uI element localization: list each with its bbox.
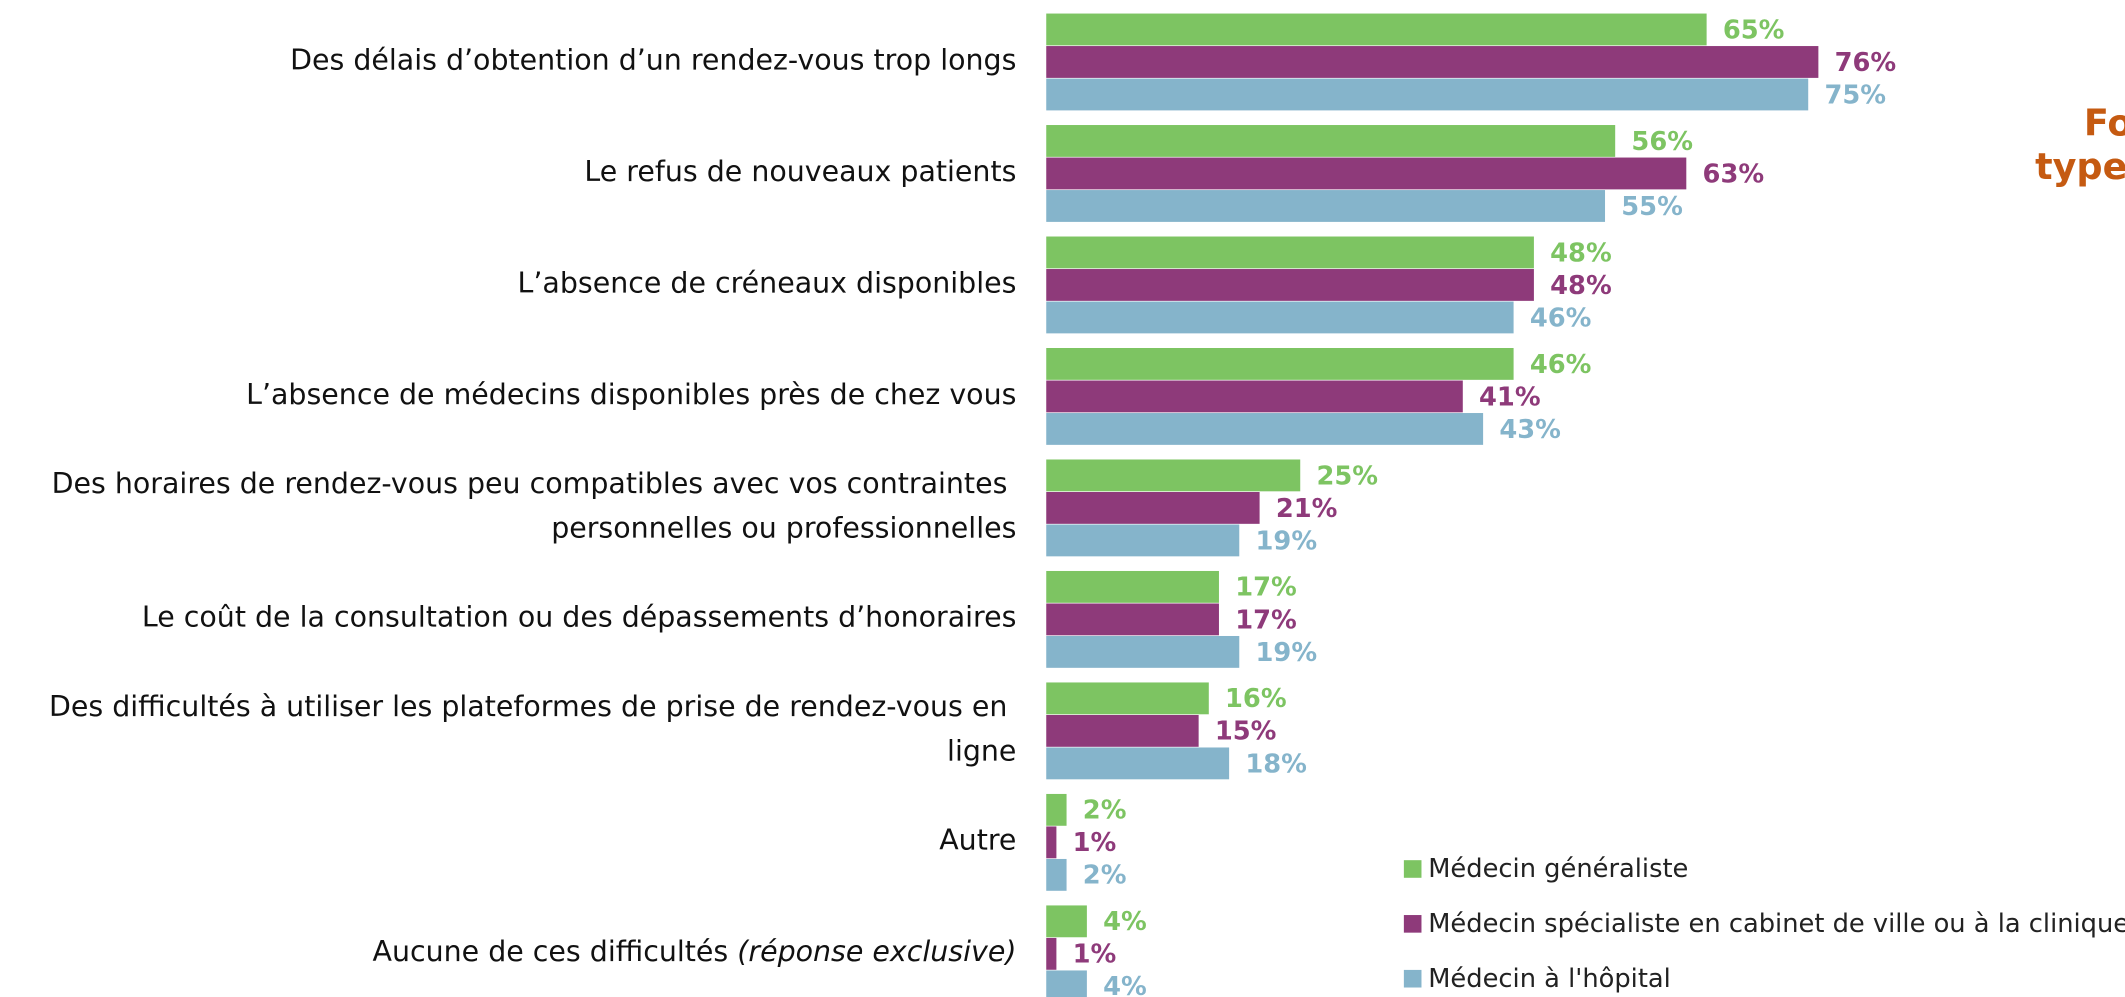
bar xyxy=(1046,301,1514,334)
title-line: Fo xyxy=(2084,101,2125,144)
value-label: 17% xyxy=(1235,573,1297,603)
value-label: 46% xyxy=(1530,303,1592,333)
bar xyxy=(1046,78,1809,111)
bar xyxy=(1046,682,1209,715)
value-label: 4% xyxy=(1103,907,1147,937)
legend-label: Médecin spécialiste en cabinet de ville … xyxy=(1428,909,2125,939)
label-line: Des difficultés à utiliser les plateform… xyxy=(49,690,1016,723)
value-label: 2% xyxy=(1083,796,1127,826)
value-label: 48% xyxy=(1550,238,1612,268)
legend-label: Médecin à l'hôpital xyxy=(1428,964,1671,994)
category-label: Autre xyxy=(939,824,1016,857)
bar xyxy=(1046,603,1219,636)
bar xyxy=(1046,157,1687,190)
value-label: 21% xyxy=(1276,494,1338,524)
value-label: 1% xyxy=(1073,828,1117,858)
label-line: L’absence de médecins disponibles près d… xyxy=(246,378,1016,411)
value-label: 18% xyxy=(1245,749,1307,779)
value-label: 16% xyxy=(1225,684,1287,714)
value-label: 17% xyxy=(1235,605,1297,635)
bar xyxy=(1046,348,1514,380)
value-label: 63% xyxy=(1703,159,1765,189)
label-line: ligne xyxy=(947,735,1016,768)
category-label: Des difficultés à utiliser les plateform… xyxy=(49,690,1016,768)
value-label: 15% xyxy=(1215,717,1277,747)
bar xyxy=(1046,937,1057,970)
bar xyxy=(1046,413,1484,445)
value-label: 76% xyxy=(1835,48,1897,78)
label-line: L’absence de créneaux disponibles xyxy=(518,266,1017,299)
label-line: Des délais d’obtention d’un rendez-vous … xyxy=(290,43,1016,76)
category-label: Des délais d’obtention d’un rendez-vous … xyxy=(290,43,1016,76)
label-line: Le coût de la consultation ou des dépass… xyxy=(142,601,1017,634)
value-label: 4% xyxy=(1103,972,1147,997)
value-label: 25% xyxy=(1316,461,1378,491)
category-label: Le refus de nouveaux patients xyxy=(584,155,1016,188)
bar xyxy=(1046,826,1057,859)
bar xyxy=(1046,13,1707,46)
category-label: L’absence de médecins disponibles près d… xyxy=(246,378,1016,411)
bar xyxy=(1046,125,1616,157)
bar xyxy=(1046,793,1067,826)
label-line: Le refus de nouveaux patients xyxy=(584,155,1016,188)
label-line: Autre xyxy=(939,824,1016,857)
value-label: 56% xyxy=(1631,127,1693,157)
value-label: 55% xyxy=(1621,192,1683,222)
bar xyxy=(1046,269,1534,301)
bar xyxy=(1046,635,1240,668)
bar xyxy=(1046,380,1463,413)
value-label: 43% xyxy=(1499,415,1561,445)
value-label: 19% xyxy=(1256,638,1318,668)
bar xyxy=(1046,190,1606,222)
bar xyxy=(1046,747,1230,780)
value-label: 1% xyxy=(1073,940,1117,970)
value-label: 19% xyxy=(1256,526,1318,556)
value-label: 75% xyxy=(1824,80,1886,110)
title-line: type xyxy=(2035,145,2125,188)
bar xyxy=(1046,236,1534,269)
label-part: Aucune de ces difficultés xyxy=(373,935,738,968)
bar xyxy=(1046,714,1199,747)
category-label: Aucune de ces difficultés (réponse exclu… xyxy=(373,935,1017,968)
value-label: 41% xyxy=(1479,382,1541,412)
bar xyxy=(1046,524,1240,557)
legend-swatch xyxy=(1403,915,1422,933)
label-italic: (réponse exclusive) xyxy=(737,935,1016,968)
bar xyxy=(1046,905,1087,938)
bar xyxy=(1046,46,1819,78)
bar xyxy=(1046,459,1301,492)
legend-label: Médecin généraliste xyxy=(1428,854,1688,884)
value-label: 2% xyxy=(1083,861,1127,891)
label-line: personnelles ou professionnelles xyxy=(551,512,1016,545)
bar xyxy=(1046,970,1087,997)
value-label: 65% xyxy=(1723,15,1785,45)
category-label: L’absence de créneaux disponibles xyxy=(518,266,1017,299)
label-line: Des horaires de rendez-vous peu compatib… xyxy=(52,467,1017,500)
bar xyxy=(1046,570,1219,603)
category-label: Des horaires de rendez-vous peu compatib… xyxy=(52,467,1017,545)
bar xyxy=(1046,491,1260,524)
legend-swatch xyxy=(1403,969,1422,988)
legend-swatch xyxy=(1403,860,1422,878)
value-label: 46% xyxy=(1530,350,1592,380)
category-label: Le coût de la consultation ou des dépass… xyxy=(142,601,1017,634)
value-label: 48% xyxy=(1550,271,1612,301)
bar xyxy=(1046,858,1067,891)
